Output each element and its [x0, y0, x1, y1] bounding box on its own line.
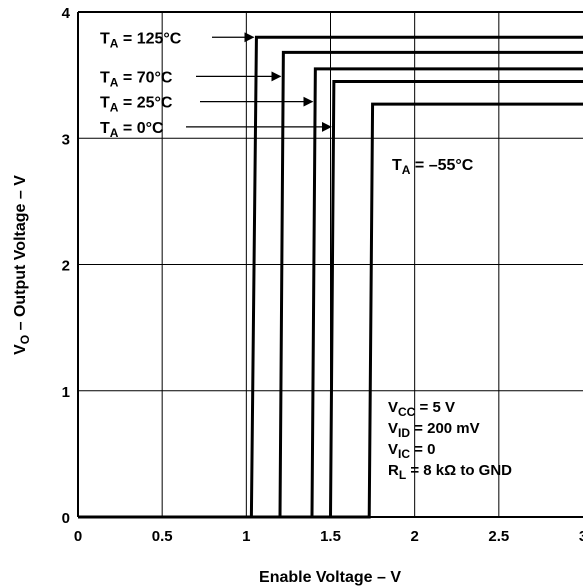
x-tick-label: 1 — [242, 528, 250, 545]
series-label: TA = 25°C — [100, 95, 173, 115]
test-condition: VID = 200 mV — [388, 420, 480, 440]
series-label: TA = 70°C — [100, 69, 173, 89]
series-line — [78, 102, 583, 519]
y-tick-label: 3 — [62, 131, 70, 148]
y-tick-label: 2 — [62, 258, 70, 275]
x-tick-label: 3 — [579, 528, 583, 545]
x-tick-label: 1.5 — [320, 528, 341, 545]
x-tick-label: 2.5 — [488, 528, 509, 545]
test-condition: VCC = 5 V — [388, 399, 455, 419]
x-tick-label: 0 — [74, 528, 82, 545]
test-condition: RL = 8 kΩ to GND — [388, 462, 512, 482]
y-tick-label: 4 — [62, 5, 71, 22]
y-tick-label: 0 — [62, 510, 70, 527]
axis-titles: Enable Voltage – V VO – Output Voltage – … — [12, 175, 401, 586]
tick-labels: 0 0.5 1 1.5 2 2.5 3 0 1 2 3 4 — [62, 5, 583, 545]
x-tick-label: 0.5 — [152, 528, 173, 545]
test-condition: VIC = 0 — [388, 441, 435, 461]
series-label: TA = 125°C — [100, 30, 182, 50]
y-tick-label: 1 — [62, 384, 70, 401]
series-label: TA = –55°C — [392, 157, 474, 177]
series-labels: TA = 125°C TA = 70°C TA = 25°C TA = 0°C TA =… — [100, 30, 474, 177]
y-axis-title: VO – Output Voltage – V — [12, 175, 32, 355]
series-label: TA = 0°C — [100, 120, 164, 140]
x-axis-title: Enable Voltage – V — [259, 569, 401, 586]
series-lines — [78, 35, 583, 519]
x-tick-label: 2 — [410, 528, 418, 545]
